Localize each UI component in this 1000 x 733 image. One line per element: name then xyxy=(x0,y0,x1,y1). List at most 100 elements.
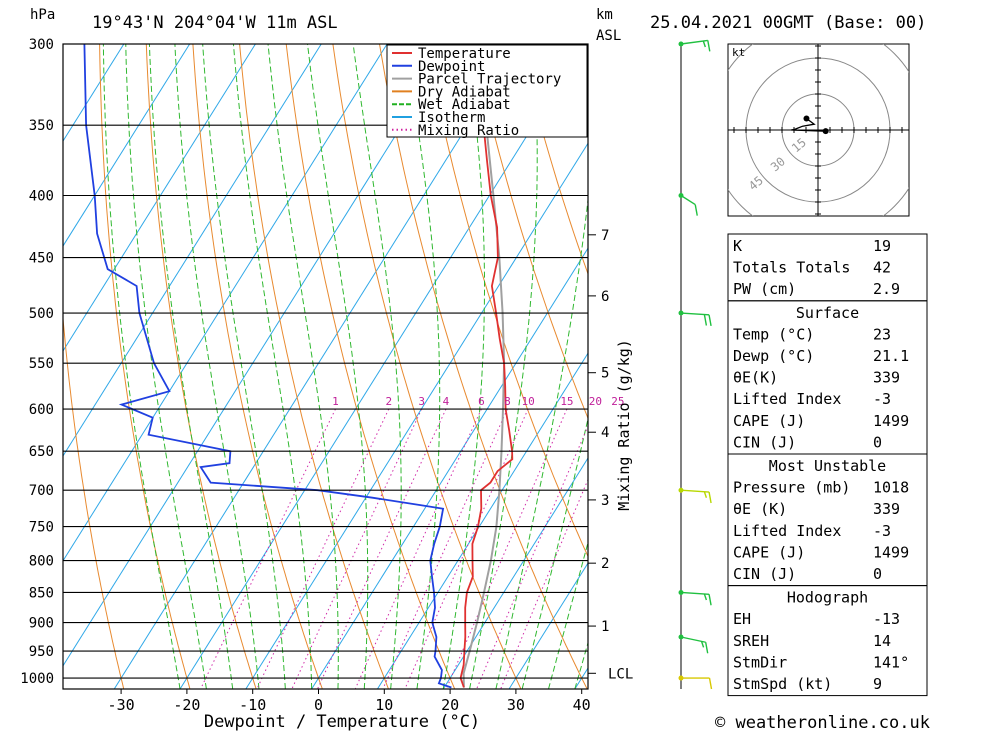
km-label: km xyxy=(596,7,613,23)
pressure-tick-label: 350 xyxy=(29,118,54,134)
isotherm-line xyxy=(63,44,388,562)
isotherm-line xyxy=(377,352,588,689)
legend-label: Wet Adiabat xyxy=(418,97,511,113)
pressure-tick-label: 600 xyxy=(29,402,54,418)
pressure-tick-label: 950 xyxy=(29,644,54,660)
temperature-tick-label: 30 xyxy=(507,696,525,714)
wind-barb-flag xyxy=(703,491,708,498)
wind-barb-flag xyxy=(708,491,712,504)
isotherm-line xyxy=(442,457,588,689)
temperature-tick-label: 10 xyxy=(375,696,393,714)
stat-label: Lifted Index xyxy=(733,390,841,408)
hpa-label: hPa xyxy=(30,7,55,23)
x-axis-title: Dewpoint / Temperature (°C) xyxy=(204,712,480,732)
mixing-ratio-label: 15 xyxy=(560,395,573,408)
legend-label: Isotherm xyxy=(418,110,485,126)
pressure-tick-label: 700 xyxy=(29,483,54,499)
legend-label: Temperature xyxy=(418,46,511,62)
stat-section-title: Most Unstable xyxy=(769,457,886,475)
stat-label: CAPE (J) xyxy=(733,543,805,561)
pressure-tick-label: 450 xyxy=(29,251,54,267)
pressure-tick-label: 550 xyxy=(29,356,54,372)
stat-value: 9 xyxy=(873,675,882,693)
axes: 3003504004505005506006507007508008509009… xyxy=(20,37,633,714)
pressure-tick-label: 400 xyxy=(29,189,54,205)
legend-label: Dry Adiabat xyxy=(418,84,511,100)
mixing-ratio-labels: 1 2 3 4 6 8 10 15 20 25 xyxy=(332,395,624,408)
dry-adiabat-line xyxy=(332,44,522,689)
stat-section-title: Hodograph xyxy=(787,589,868,607)
stat-label: Temp (°C) xyxy=(733,325,814,343)
stat-value: 1499 xyxy=(873,412,909,430)
temperature-tick-label: 0 xyxy=(314,696,323,714)
wind-barb-flag xyxy=(708,314,712,326)
profiles xyxy=(83,44,514,689)
dry-adiabat-line xyxy=(425,44,588,558)
stat-value: -3 xyxy=(873,522,891,540)
legend-label: Parcel Trajectory xyxy=(418,72,561,88)
stat-section-title: Surface xyxy=(796,304,859,322)
stat-label: CIN (J) xyxy=(733,433,796,451)
temperature-tick-label: 20 xyxy=(441,696,459,714)
dry-adiabat-line xyxy=(472,44,588,420)
pressure-tick-label: 1000 xyxy=(20,671,54,687)
wind-barb-flag xyxy=(703,314,708,326)
mixing-ratio-label: 10 xyxy=(522,395,535,408)
mixing-ratio-label: 8 xyxy=(504,395,511,408)
stat-value: 1499 xyxy=(873,543,909,561)
wind-barb-flag xyxy=(700,641,705,648)
isotherm-line xyxy=(63,44,191,247)
mixing-ratio-label: 20 xyxy=(589,395,602,408)
wind-barb-flag xyxy=(703,593,708,601)
stat-value: 339 xyxy=(873,500,900,518)
stat-value: 2.9 xyxy=(873,280,900,298)
mixing-ratio-label: 2 xyxy=(385,395,392,408)
mixing-ratio-line xyxy=(256,408,390,689)
isotherm-line xyxy=(179,44,585,689)
dry-adiabat-line xyxy=(285,44,455,689)
mixing-ratio-line xyxy=(200,408,336,689)
stat-label: CAPE (J) xyxy=(733,412,805,430)
stat-label: Totals Totals xyxy=(733,259,850,277)
wind-barb-flag xyxy=(694,204,698,216)
stat-value: -13 xyxy=(873,610,900,628)
stat-value: 0 xyxy=(873,433,882,451)
hodograph-point xyxy=(803,115,810,122)
mixing-ratio-label: 3 xyxy=(418,395,425,408)
dry-adiabat-line xyxy=(192,44,323,689)
stat-label: SREH xyxy=(733,632,769,650)
mixing-ratio-axis-title: Mixing Ratio (g/kg) xyxy=(615,339,633,511)
wind-barb-flag xyxy=(708,677,713,690)
asl-label: ASL xyxy=(596,28,621,44)
lcl-label: LCL xyxy=(608,666,633,682)
km-tick-label: 7 xyxy=(601,228,609,244)
pressure-tick-label: 650 xyxy=(29,444,54,460)
dry-adiabat-line xyxy=(99,44,191,689)
stat-value: 19 xyxy=(873,237,891,255)
mixing-ratio-line xyxy=(446,408,568,689)
pressure-tick-label: 900 xyxy=(29,616,54,632)
stat-value: 141° xyxy=(873,653,909,671)
dewpoint-line xyxy=(83,44,452,689)
stat-value: 21.1 xyxy=(873,347,909,365)
pressure-tick-label: 300 xyxy=(29,37,54,53)
stat-value: 14 xyxy=(873,632,891,650)
mixing-ratio-line xyxy=(476,424,588,689)
parcel-trajectory-line xyxy=(462,44,506,688)
stat-value: 339 xyxy=(873,369,900,387)
isotherm-line xyxy=(245,142,588,689)
stat-value: 23 xyxy=(873,325,891,343)
legend-label: Mixing Ratio xyxy=(418,123,519,139)
legend-label: Dewpoint xyxy=(418,59,485,75)
stat-label: Pressure (mb) xyxy=(733,479,850,497)
wind-barb-flag xyxy=(704,642,709,654)
isotherm-line xyxy=(508,562,588,689)
wind-barb-flag xyxy=(707,40,711,52)
stat-label: θE (K) xyxy=(733,500,787,518)
temperature-line xyxy=(459,44,514,688)
stat-label: K xyxy=(733,237,742,255)
km-tick-label: 2 xyxy=(601,556,609,572)
